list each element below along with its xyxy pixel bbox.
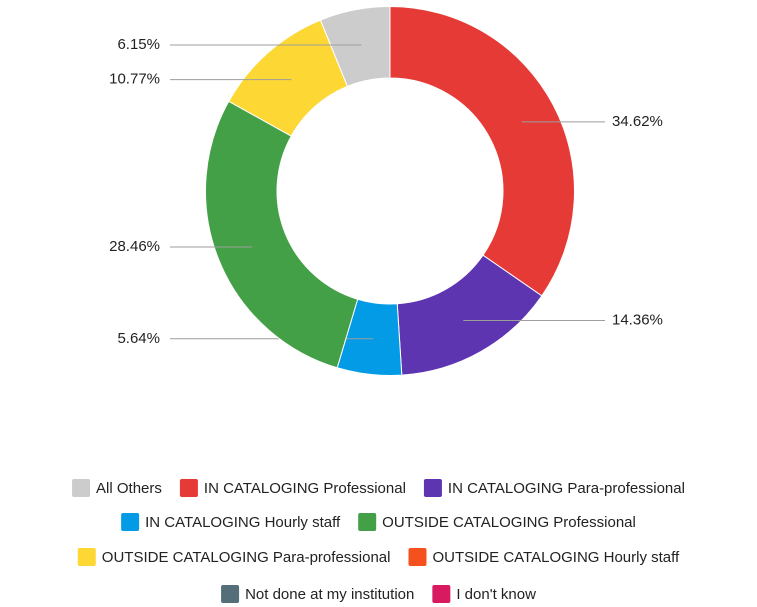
data-label: 34.62% xyxy=(612,113,663,130)
legend-swatch xyxy=(77,548,96,566)
legend-label: All Others xyxy=(96,480,162,497)
legend-label: OUTSIDE CATALOGING Para-professional xyxy=(102,549,391,566)
data-label: 14.36% xyxy=(612,311,663,328)
slice xyxy=(205,100,359,369)
legend-label: Not done at my institution xyxy=(245,586,414,603)
legend-swatch xyxy=(221,585,240,603)
legend-swatch xyxy=(121,513,140,531)
legend-swatch xyxy=(432,585,451,603)
slice xyxy=(389,5,575,297)
legend-label: IN CATALOGING Hourly staff xyxy=(145,514,341,531)
legend-label: IN CATALOGING Para-professional xyxy=(448,480,685,497)
data-label: 10.77% xyxy=(109,71,160,88)
data-label: 28.46% xyxy=(109,238,160,255)
legend-swatch xyxy=(72,479,91,497)
legend-label: I don't know xyxy=(456,586,536,603)
legend-label: IN CATALOGING Professional xyxy=(204,480,406,497)
legend-swatch xyxy=(408,548,427,566)
slice xyxy=(319,5,391,87)
legend-swatch xyxy=(358,513,377,531)
data-label: 6.15% xyxy=(117,36,160,53)
data-label: 5.64% xyxy=(117,330,160,347)
legend-label: OUTSIDE CATALOGING Professional xyxy=(382,514,636,531)
legend-swatch xyxy=(179,479,198,497)
legend-label: OUTSIDE CATALOGING Hourly staff xyxy=(432,549,680,566)
legend-swatch xyxy=(423,479,442,497)
